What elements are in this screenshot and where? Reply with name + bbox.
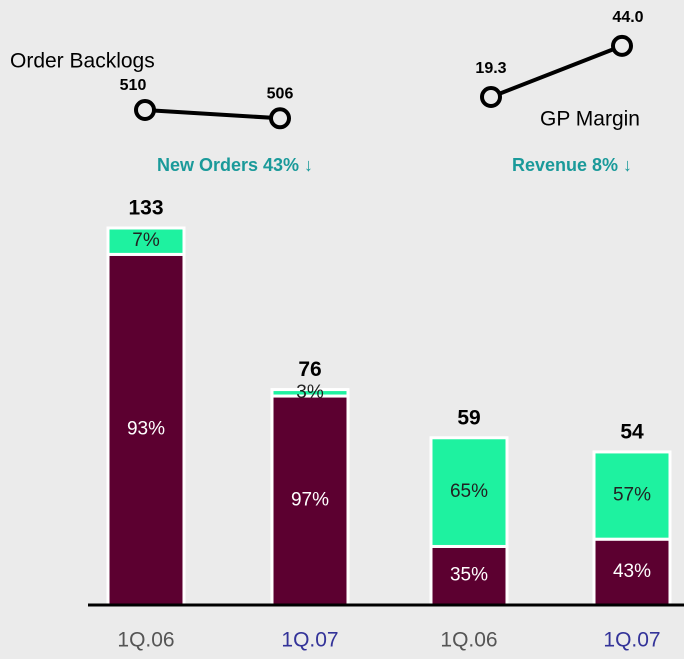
bar-segment (106, 226, 186, 256)
data-label: 506 (267, 85, 294, 102)
x-tick-label: 1Q.07 (281, 629, 338, 652)
annotation: Revenue 8% ↓ (512, 155, 632, 175)
x-tick-label: 1Q.06 (440, 629, 497, 652)
bar-segment (270, 388, 350, 398)
total-label: 133 (128, 197, 163, 220)
bar-segment (429, 436, 509, 548)
x-tick-label: 1Q.06 (117, 629, 174, 652)
annotation: New Orders 43% ↓ (157, 155, 313, 175)
data-label: 97% (291, 490, 329, 511)
data-label: 510 (120, 77, 147, 94)
data-label: 93% (127, 419, 165, 440)
point (611, 34, 633, 57)
data-label: 43% (613, 561, 651, 582)
data-label: 65% (450, 481, 488, 502)
chart-title: Order Backlogs (10, 50, 155, 73)
point (134, 99, 156, 121)
total-label: 76 (298, 358, 321, 381)
bar-segment (429, 544, 509, 607)
data-label: 57% (613, 485, 651, 506)
data-label: 19.3 (475, 60, 506, 77)
line (490, 44, 623, 99)
point (269, 107, 291, 130)
data-label: 7% (132, 230, 160, 251)
chart-title: GP Margin (540, 108, 640, 131)
bar-segment (592, 450, 672, 541)
data-label: 35% (450, 565, 488, 586)
line (144, 108, 281, 121)
x-tick-label: 1Q.07 (603, 629, 660, 652)
total-label: 54 (620, 420, 644, 443)
total-label: 59 (457, 406, 480, 429)
data-label: 44.0 (612, 9, 643, 26)
bar-segment (592, 537, 672, 607)
bar-segment (106, 252, 186, 607)
data-label: 3% (296, 382, 324, 403)
point (480, 86, 502, 108)
